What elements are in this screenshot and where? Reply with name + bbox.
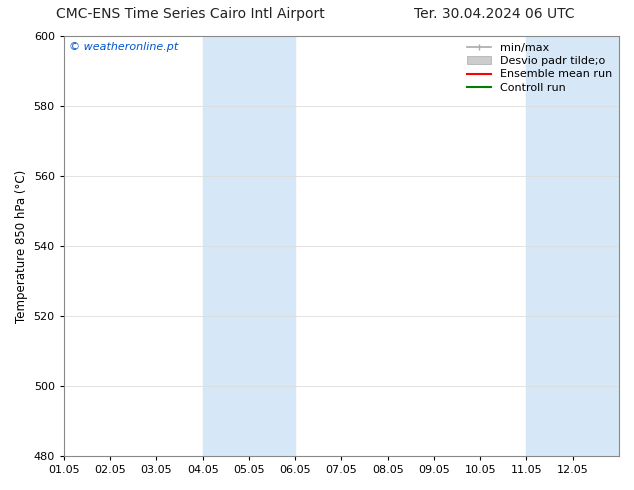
- Text: CMC-ENS Time Series Cairo Intl Airport: CMC-ENS Time Series Cairo Intl Airport: [56, 7, 325, 22]
- Bar: [526, 36, 619, 456]
- Text: © weatheronline.pt: © weatheronline.pt: [69, 43, 179, 52]
- Bar: [203, 36, 295, 456]
- Legend: min/max, Desvio padr tilde;o, Ensemble mean run, Controll run: min/max, Desvio padr tilde;o, Ensemble m…: [462, 38, 617, 97]
- Text: Ter. 30.04.2024 06 UTC: Ter. 30.04.2024 06 UTC: [414, 7, 575, 22]
- Y-axis label: Temperature 850 hPa (°C): Temperature 850 hPa (°C): [15, 170, 28, 323]
